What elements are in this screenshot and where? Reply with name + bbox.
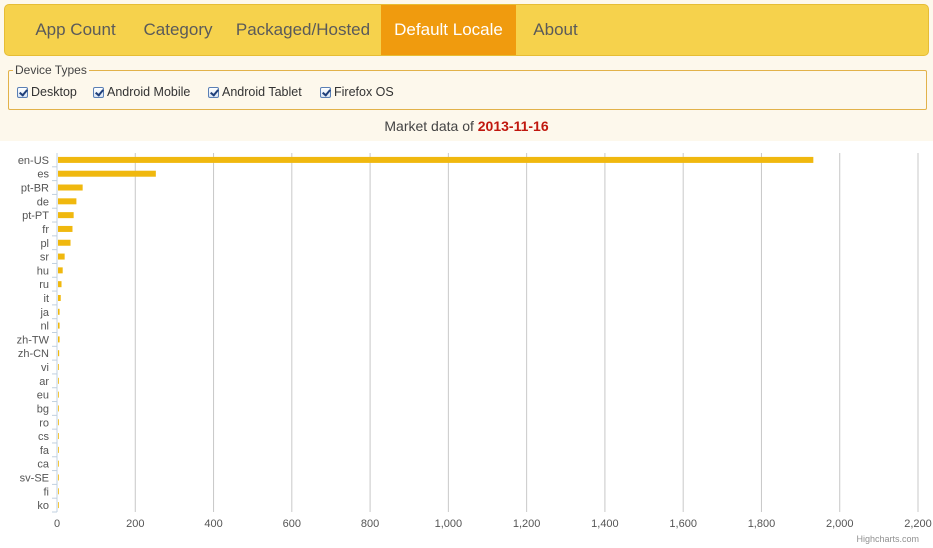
y-category-label: sv-SE — [20, 472, 49, 484]
x-tick-label: 200 — [126, 518, 144, 530]
locale-bar — [58, 502, 59, 509]
y-category-label: it — [44, 293, 50, 305]
locale-bar — [58, 474, 59, 481]
market-date: 2013-11-16 — [477, 118, 549, 134]
market-data-line: Market data of 2013-11-16 — [0, 118, 933, 134]
y-category-label: eu — [37, 390, 49, 402]
x-tick-label: 800 — [361, 518, 379, 530]
locale-bar — [58, 488, 59, 495]
y-category-label: pt-BR — [21, 183, 49, 195]
firefox-os-label: Firefox OS — [334, 85, 394, 99]
x-tick-label: 1,200 — [513, 518, 541, 530]
locale-bar — [58, 391, 59, 398]
tab-default-locale[interactable]: Default Locale — [381, 5, 516, 55]
x-tick-label: 1,000 — [435, 518, 463, 530]
locale-bar — [58, 460, 59, 467]
tab-packaged-hosted[interactable]: Packaged/Hosted — [235, 20, 371, 39]
android-mobile-label: Android Mobile — [107, 85, 191, 99]
locale-bar — [58, 433, 59, 440]
top-navbar: App Count Category Packaged/Hosted Defau… — [4, 4, 929, 56]
y-category-label: ca — [37, 459, 50, 471]
locale-bar — [58, 253, 65, 260]
y-category-label: ar — [39, 376, 49, 388]
locale-bar — [58, 294, 61, 301]
x-tick-label: 2,000 — [826, 518, 854, 530]
device-types-legend: Device Types — [13, 63, 89, 77]
tab-category[interactable]: Category — [143, 20, 213, 39]
device-desktop-option[interactable]: Desktop — [17, 85, 77, 99]
locale-bar — [58, 377, 59, 384]
y-category-label: ro — [39, 417, 49, 429]
highcharts-credit[interactable]: Highcharts.com — [856, 534, 919, 544]
y-category-label: zh-TW — [17, 334, 50, 346]
y-category-label: pt-PT — [22, 210, 49, 222]
x-tick-label: 2,200 — [904, 518, 932, 530]
y-category-label: sr — [40, 252, 50, 264]
locale-bar — [58, 446, 59, 453]
desktop-label: Desktop — [31, 85, 77, 99]
locale-bar — [58, 281, 62, 288]
locale-bar — [58, 170, 156, 177]
locale-bar — [58, 336, 60, 343]
locale-bar — [58, 225, 73, 232]
y-category-label: es — [37, 169, 49, 181]
device-android-mobile-option[interactable]: Android Mobile — [93, 85, 190, 99]
locale-bar — [58, 405, 59, 412]
locale-bar — [58, 350, 60, 357]
chart-area: 0 200 400 600 800 1,000 1,200 1,400 1,600 1,800 2,… — [0, 141, 933, 548]
device-android-tablet-option[interactable]: Android Tablet — [208, 85, 302, 99]
locale-bar — [58, 419, 59, 426]
tab-app-count[interactable]: App Count — [35, 20, 116, 39]
device-firefox-os-option[interactable]: Firefox OS — [320, 85, 394, 99]
x-tick-label: 1,400 — [591, 518, 619, 530]
x-tick-label: 1,600 — [669, 518, 697, 530]
firefox-os-checkbox[interactable] — [320, 86, 331, 98]
locale-bar — [58, 156, 814, 163]
y-category-label: hu — [37, 265, 49, 277]
y-category-label: vi — [41, 362, 49, 374]
android-tablet-label: Android Tablet — [222, 85, 302, 99]
locale-bar — [58, 364, 59, 371]
y-category-label: ja — [39, 307, 49, 319]
device-types-fieldset: Device Types Desktop Android Mobile Andr… — [8, 63, 927, 110]
y-category-label: fa — [40, 445, 50, 457]
android-tablet-checkbox[interactable] — [208, 86, 219, 98]
y-category-label: de — [37, 196, 49, 208]
market-data-prefix: Market data of — [384, 118, 474, 134]
x-tick-label: 400 — [204, 518, 222, 530]
y-category-label: en-US — [18, 155, 49, 167]
locale-bar — [58, 212, 74, 219]
y-category-label: cs — [38, 431, 50, 443]
y-category-label: nl — [40, 321, 49, 333]
y-category-label: bg — [37, 403, 49, 415]
desktop-checkbox[interactable] — [17, 86, 28, 98]
y-category-label: fr — [42, 224, 49, 236]
x-tick-label: 0 — [54, 518, 60, 530]
x-tick-label: 1,800 — [748, 518, 776, 530]
y-category-label: zh-CN — [18, 348, 49, 360]
y-category-label: ru — [39, 279, 49, 291]
android-mobile-checkbox[interactable] — [93, 86, 104, 98]
locale-bar — [58, 322, 60, 329]
locale-bar — [58, 198, 77, 205]
y-category-label: fi — [44, 486, 50, 498]
x-tick-label: 600 — [283, 518, 301, 530]
locale-bar — [58, 239, 71, 246]
locale-bar — [58, 184, 83, 191]
tab-about[interactable]: About — [533, 20, 578, 39]
locale-bar-chart: 0 200 400 600 800 1,000 1,200 1,400 1,600 1,800 2,… — [17, 153, 932, 530]
locale-bar — [58, 267, 63, 274]
y-category-label: pl — [40, 238, 49, 250]
locale-bar — [58, 308, 60, 315]
y-category-label: ko — [37, 500, 49, 512]
